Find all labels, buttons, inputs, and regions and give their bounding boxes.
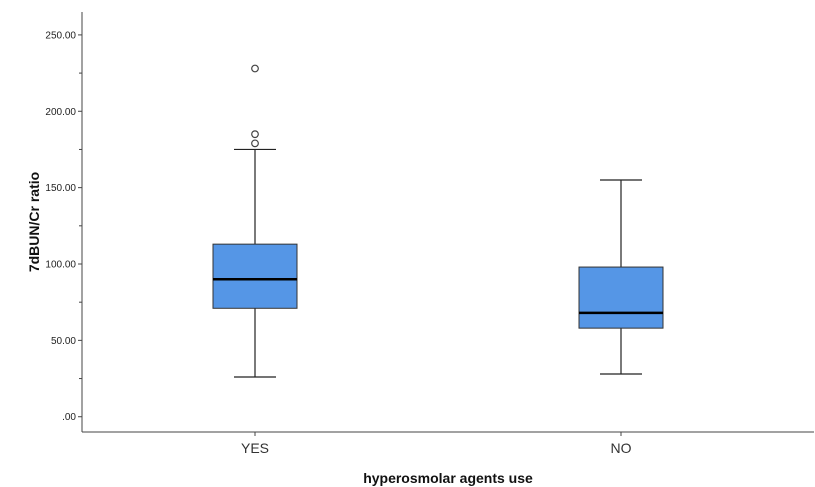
- x-category-label: YES: [241, 440, 269, 456]
- y-ticks: .00 50.00 100.00 150.00 200.00 250.00: [45, 30, 82, 423]
- iqr-box: [212, 243, 298, 309]
- y-tick-label: 200.00: [45, 107, 76, 118]
- y-tick-label: 100.00: [45, 260, 76, 271]
- x-axis-title: hyperosmolar agents use: [363, 470, 533, 486]
- iqr-box: [578, 266, 664, 329]
- y-tick-label: 50.00: [51, 336, 76, 347]
- y-axis-title: 7dBUN/Cr ratio: [26, 172, 42, 272]
- boxes: [212, 64, 664, 378]
- x-category-labels: YES NO: [241, 432, 632, 456]
- y-tick-label: 150.00: [45, 183, 76, 194]
- outlier-point: [251, 130, 259, 139]
- box-no: [578, 179, 664, 375]
- outlier-point: [251, 64, 259, 73]
- y-tick-label: 250.00: [45, 30, 76, 41]
- axes: [81, 12, 814, 433]
- x-category-label: NO: [611, 440, 632, 456]
- outlier-point: [251, 139, 259, 148]
- y-tick-label: .00: [62, 412, 76, 423]
- box-yes: [212, 64, 298, 378]
